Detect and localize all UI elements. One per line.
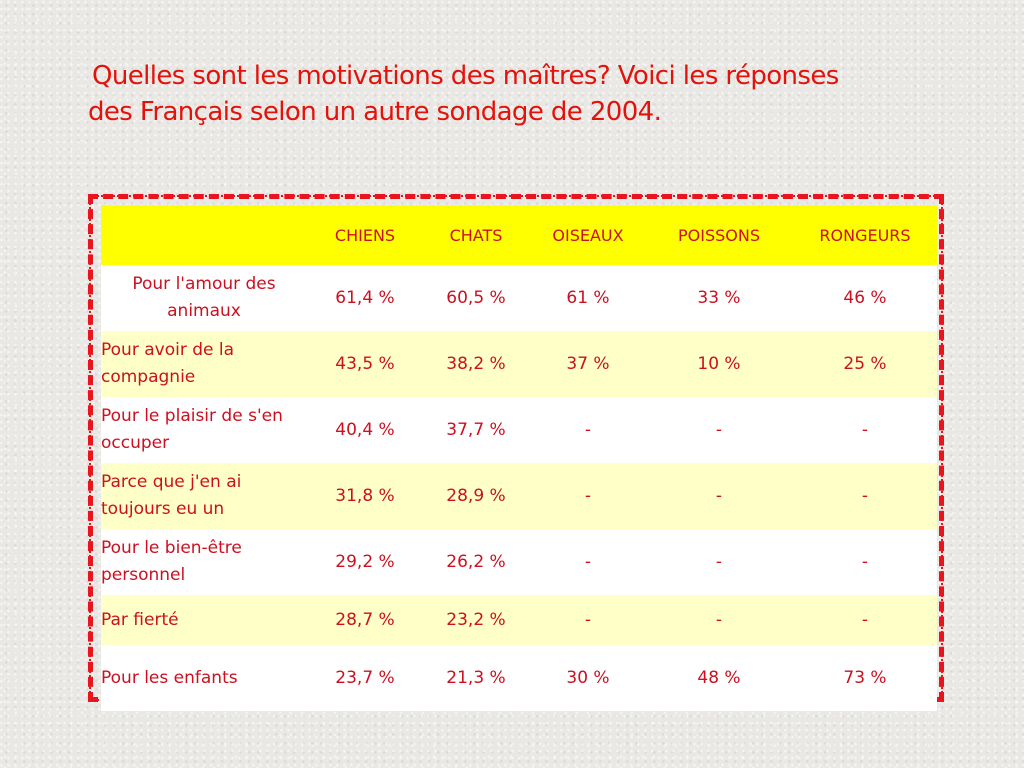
header-cell-chats: CHATS <box>421 205 531 265</box>
row-label: Pour les enfants <box>101 645 309 711</box>
table-row: Pour avoir de la compagnie 43,5 % 38,2 %… <box>101 331 937 397</box>
table-row: Pour le bien-être personnel 29,2 % 26,2 … <box>101 529 937 595</box>
table-cell: 60,5 % <box>421 265 531 331</box>
table-cell: 31,8 % <box>309 463 421 529</box>
table-cell: 10 % <box>645 331 793 397</box>
table-cell: 30 % <box>531 645 645 711</box>
table-cell: 25 % <box>793 331 937 397</box>
table-cell: 46 % <box>793 265 937 331</box>
header-cell-poissons: POISSONS <box>645 205 793 265</box>
table-cell: - <box>531 463 645 529</box>
table-cell: 43,5 % <box>309 331 421 397</box>
table-cell: 26,2 % <box>421 529 531 595</box>
table-cell: - <box>531 595 645 645</box>
row-label: Pour le bien-être personnel <box>101 529 309 595</box>
table-frame: CHIENS CHATS OISEAUX POISSONS RONGEURS P… <box>88 194 944 711</box>
table-row: Parce que j'en ai toujours eu un 31,8 % … <box>101 463 937 529</box>
table-cell: 38,2 % <box>421 331 531 397</box>
motivations-table: CHIENS CHATS OISEAUX POISSONS RONGEURS P… <box>101 205 937 711</box>
table-cell: 23,7 % <box>309 645 421 711</box>
table-cell: - <box>793 463 937 529</box>
table-cell: 61 % <box>531 265 645 331</box>
table-cell: - <box>793 397 937 463</box>
slide-title: Quelles sont les motivations des maîtres… <box>88 58 948 130</box>
table-cell: - <box>645 595 793 645</box>
table-row: Pour les enfants 23,7 % 21,3 % 30 % 48 %… <box>101 645 937 711</box>
table-cell: 40,4 % <box>309 397 421 463</box>
title-line-1: Quelles sont les motivations des maîtres… <box>92 61 839 91</box>
table-cell: 48 % <box>645 645 793 711</box>
table-cell: - <box>793 595 937 645</box>
table-cell: - <box>645 397 793 463</box>
table-cell: - <box>531 529 645 595</box>
table-row: Par fierté 28,7 % 23,2 % - - - <box>101 595 937 645</box>
table-cell: 61,4 % <box>309 265 421 331</box>
table-row: Pour le plaisir de s'en occuper 40,4 % 3… <box>101 397 937 463</box>
row-label: Pour avoir de la compagnie <box>101 331 309 397</box>
table-cell: 23,2 % <box>421 595 531 645</box>
table-cell: 37 % <box>531 331 645 397</box>
row-label: Pour le plaisir de s'en occuper <box>101 397 309 463</box>
table-cell: 73 % <box>793 645 937 711</box>
table-row: Pour l'amour des animaux 61,4 % 60,5 % 6… <box>101 265 937 331</box>
table-cell: 28,9 % <box>421 463 531 529</box>
table-cell: - <box>645 529 793 595</box>
table-cell: 29,2 % <box>309 529 421 595</box>
row-label: Pour l'amour des animaux <box>101 265 309 331</box>
table-cell: 21,3 % <box>421 645 531 711</box>
table-cell: 33 % <box>645 265 793 331</box>
table-cell: 37,7 % <box>421 397 531 463</box>
row-label: Parce que j'en ai toujours eu un <box>101 463 309 529</box>
table-cell: - <box>645 463 793 529</box>
table-cell: 28,7 % <box>309 595 421 645</box>
header-cell-rongeurs: RONGEURS <box>793 205 937 265</box>
header-row: CHIENS CHATS OISEAUX POISSONS RONGEURS <box>101 205 937 265</box>
table-cell: - <box>531 397 645 463</box>
header-cell-chiens: CHIENS <box>309 205 421 265</box>
header-cell-oiseaux: OISEAUX <box>531 205 645 265</box>
table-cell: - <box>793 529 937 595</box>
title-line-2: des Français selon un autre sondage de 2… <box>88 97 662 127</box>
row-label: Par fierté <box>101 595 309 645</box>
header-cell-empty <box>101 205 309 265</box>
